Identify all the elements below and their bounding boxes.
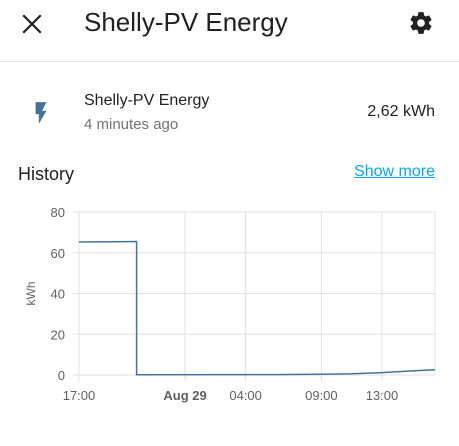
y-tick-label: 0 xyxy=(58,368,65,383)
x-tick-label: 09:00 xyxy=(305,388,338,403)
settings-button[interactable] xyxy=(402,4,440,42)
chart-grid xyxy=(73,211,436,381)
chart-axes: 0 20 40 60 80 17:00 Aug 29 04:00 09:00 13:00 kWh xyxy=(24,205,398,403)
entity-last-changed: 4 minutes ago xyxy=(84,116,179,133)
dialog-header: Shelly-PV Energy xyxy=(0,0,459,62)
flash-icon xyxy=(35,102,47,124)
x-tick-label: 17:00 xyxy=(63,388,96,403)
gear-icon xyxy=(410,12,432,34)
close-button[interactable] xyxy=(14,6,50,42)
x-tick-label: 13:00 xyxy=(366,388,399,403)
close-icon xyxy=(22,14,42,34)
y-tick-label: 20 xyxy=(51,327,65,342)
show-more-link[interactable]: Show more xyxy=(354,163,435,180)
dialog-title: Shelly-PV Energy xyxy=(84,7,288,37)
y-tick-label: 80 xyxy=(51,205,65,220)
entity-row: Shelly-PV Energy 4 minutes ago 2,62 kWh xyxy=(0,82,459,142)
y-tick-label: 40 xyxy=(51,287,65,302)
entity-state: 2,62 kWh xyxy=(367,103,435,120)
history-chart: 0 20 40 60 80 17:00 Aug 29 04:00 09:00 13:00 kWh xyxy=(24,205,436,403)
energy-series-line xyxy=(78,240,436,376)
x-tick-label: Aug 29 xyxy=(163,388,206,403)
chart-series xyxy=(78,240,436,376)
y-axis-label: kWh xyxy=(24,282,38,306)
x-tick-label: 04:00 xyxy=(229,388,262,403)
history-title: History xyxy=(18,164,75,184)
entity-name: Shelly-PV Energy xyxy=(84,92,210,109)
y-tick-label: 60 xyxy=(51,246,65,261)
